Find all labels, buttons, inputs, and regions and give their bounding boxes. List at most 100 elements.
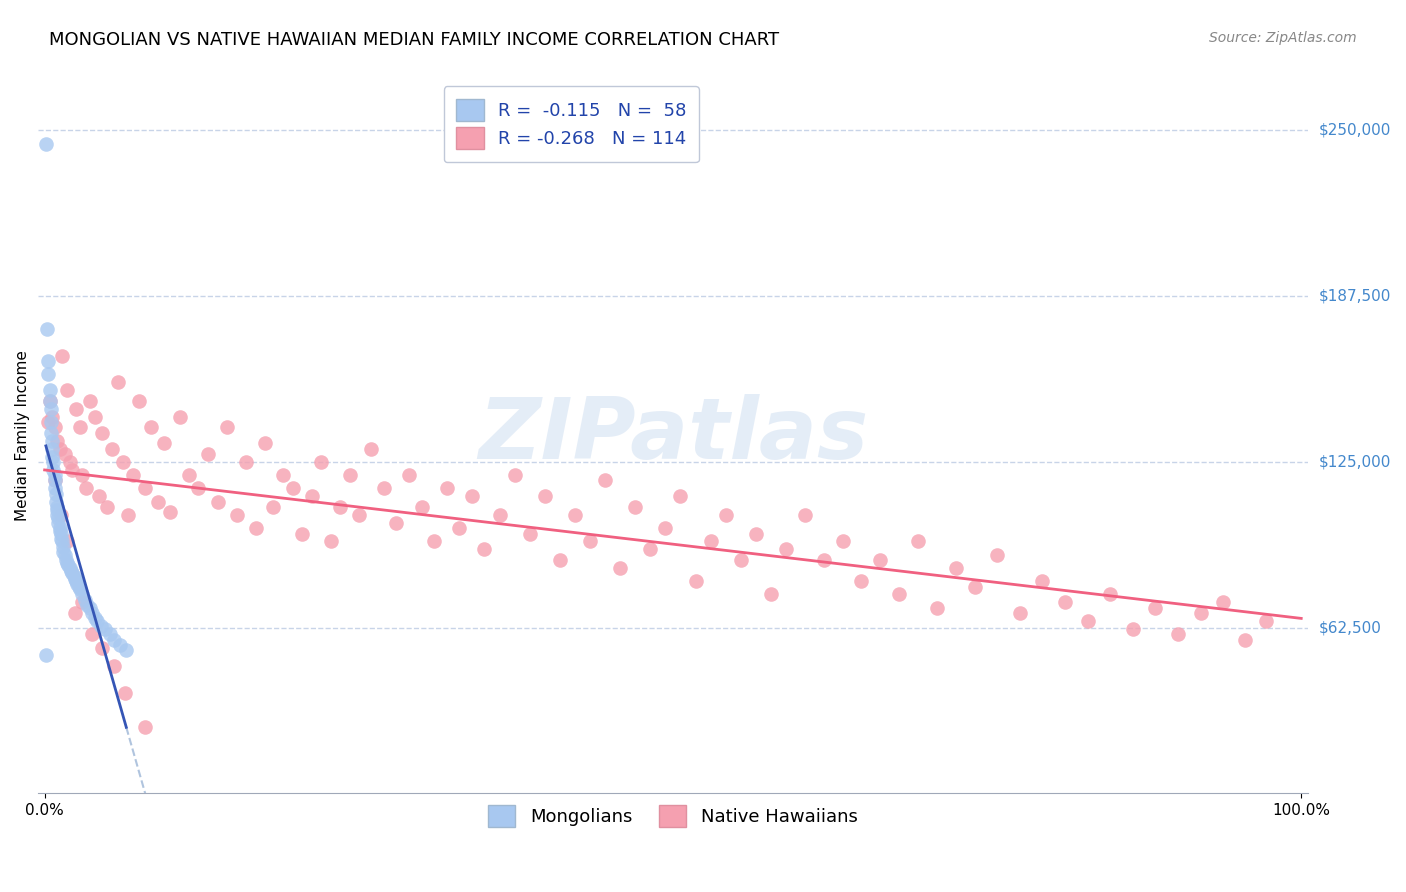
- Point: [72, 468, 94, 483]
- Point: [44, 468, 66, 483]
- Point: [82, 627, 104, 641]
- Point: [76, 598, 98, 612]
- Point: [35, 648, 58, 663]
- Point: [41, 442, 63, 456]
- Point: [60, 564, 83, 578]
- Point: [503, 468, 526, 483]
- Point: [225, 508, 247, 522]
- Point: [59, 455, 82, 469]
- Point: [945, 561, 967, 575]
- Point: [593, 474, 616, 488]
- Point: [111, 455, 134, 469]
- Point: [283, 482, 305, 496]
- Text: $250,000: $250,000: [1319, 123, 1391, 138]
- Point: [347, 508, 370, 522]
- Point: [411, 500, 433, 514]
- Point: [39, 401, 62, 416]
- Point: [117, 508, 139, 522]
- Text: $62,500: $62,500: [1319, 620, 1382, 635]
- Point: [519, 526, 541, 541]
- Point: [91, 425, 114, 440]
- Point: [963, 580, 986, 594]
- Point: [56, 534, 79, 549]
- Point: [159, 505, 181, 519]
- Point: [37, 354, 59, 368]
- Point: [699, 534, 721, 549]
- Point: [67, 580, 90, 594]
- Point: [669, 489, 692, 503]
- Point: [759, 587, 782, 601]
- Point: [1099, 587, 1122, 601]
- Point: [66, 577, 89, 591]
- Y-axis label: Median Family Income: Median Family Income: [15, 350, 30, 521]
- Point: [360, 442, 382, 456]
- Point: [461, 489, 484, 503]
- Point: [869, 553, 891, 567]
- Point: [69, 420, 91, 434]
- Point: [907, 534, 929, 549]
- Point: [831, 534, 853, 549]
- Point: [46, 434, 69, 448]
- Point: [45, 494, 67, 508]
- Point: [128, 393, 150, 408]
- Point: [245, 521, 267, 535]
- Point: [55, 553, 77, 567]
- Point: [58, 558, 80, 573]
- Point: [79, 393, 101, 408]
- Point: [73, 592, 96, 607]
- Point: [51, 349, 73, 363]
- Point: [56, 556, 79, 570]
- Point: [44, 474, 66, 488]
- Point: [53, 447, 76, 461]
- Point: [83, 611, 105, 625]
- Text: ZIPatlas: ZIPatlas: [478, 394, 868, 477]
- Point: [197, 447, 219, 461]
- Point: [52, 545, 75, 559]
- Point: [730, 553, 752, 567]
- Point: [134, 720, 156, 734]
- Point: [533, 489, 555, 503]
- Point: [887, 587, 910, 601]
- Text: MONGOLIAN VS NATIVE HAWAIIAN MEDIAN FAMILY INCOME CORRELATION CHART: MONGOLIAN VS NATIVE HAWAIIAN MEDIAN FAMI…: [49, 31, 779, 49]
- Point: [291, 526, 314, 541]
- Point: [103, 632, 125, 647]
- Point: [44, 482, 66, 496]
- Point: [49, 526, 72, 541]
- Point: [37, 322, 59, 336]
- Point: [1031, 574, 1053, 589]
- Point: [75, 482, 97, 496]
- Point: [39, 425, 62, 440]
- Point: [925, 600, 948, 615]
- Point: [436, 482, 458, 496]
- Point: [38, 384, 60, 398]
- Point: [37, 368, 59, 382]
- Point: [52, 540, 75, 554]
- Point: [44, 420, 66, 434]
- Point: [385, 516, 408, 530]
- Point: [449, 521, 471, 535]
- Point: [153, 436, 176, 450]
- Legend: Mongolians, Native Hawaiians: Mongolians, Native Hawaiians: [481, 798, 865, 834]
- Point: [134, 482, 156, 496]
- Point: [38, 393, 60, 408]
- Point: [1008, 606, 1031, 620]
- Point: [39, 415, 62, 429]
- Text: Source: ZipAtlas.com: Source: ZipAtlas.com: [1209, 31, 1357, 45]
- Point: [90, 619, 112, 633]
- Point: [94, 622, 117, 636]
- Point: [579, 534, 602, 549]
- Point: [48, 510, 70, 524]
- Point: [44, 474, 66, 488]
- Point: [745, 526, 768, 541]
- Point: [564, 508, 586, 522]
- Text: $187,500: $187,500: [1319, 289, 1391, 303]
- Point: [474, 542, 496, 557]
- Point: [339, 468, 361, 483]
- Point: [1053, 595, 1076, 609]
- Point: [46, 500, 69, 514]
- Point: [62, 569, 84, 583]
- Point: [1212, 595, 1234, 609]
- Point: [321, 534, 343, 549]
- Point: [35, 136, 58, 151]
- Point: [329, 500, 352, 514]
